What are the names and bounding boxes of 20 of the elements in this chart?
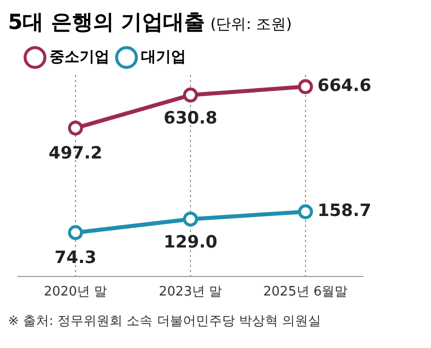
- x-tick-label: 2025년 6월말: [263, 284, 348, 300]
- point: [183, 212, 198, 227]
- x-tick-label: 2020년 말: [44, 284, 108, 300]
- chart-title: 5대 은행의 기업대출: [8, 10, 206, 34]
- text: ※ 출처: 정무위원회 소속 더불어민주당 박상혁 의원실: [8, 313, 322, 330]
- data-label: 664.6: [318, 76, 372, 96]
- legend-label: 대기업: [141, 47, 186, 66]
- data-label: 630.8: [164, 108, 218, 128]
- data-label: 74.3: [54, 248, 96, 268]
- legend-label: 중소기업: [50, 47, 110, 66]
- point: [68, 120, 83, 136]
- point: [183, 88, 198, 103]
- chart-subtitle: (단위: 조원): [210, 15, 292, 33]
- data-label: 497.2: [48, 143, 102, 164]
- data-label: 158.7: [318, 201, 372, 222]
- x-tick-label: 2023년 말: [158, 284, 222, 300]
- data-label: 129.0: [164, 232, 218, 253]
- point: [298, 204, 313, 220]
- point: [298, 79, 313, 94]
- point: [68, 225, 83, 240]
